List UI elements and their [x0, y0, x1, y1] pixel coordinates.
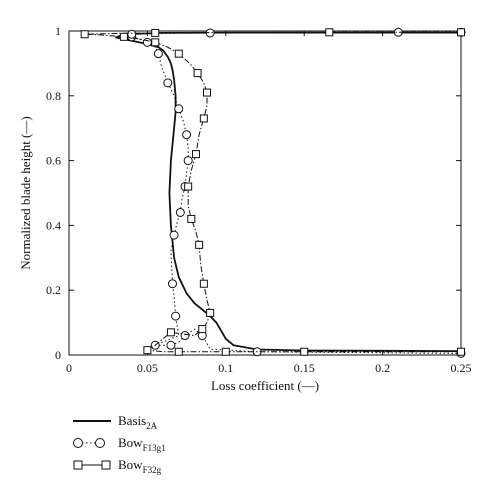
x-axis-title: Loss coefficient (—) — [211, 378, 319, 393]
data-point-square — [143, 346, 152, 355]
data-point-square — [80, 30, 89, 39]
data-point-circle — [171, 311, 181, 321]
data-point-circle — [169, 230, 179, 240]
data-point-square — [187, 214, 196, 223]
series-bow-f32g — [80, 28, 465, 356]
data-point-square — [457, 347, 465, 356]
data-point-circle — [153, 49, 163, 59]
x-tick-label: 0.2 — [375, 361, 390, 375]
data-point-circle — [174, 104, 184, 114]
y-tick-label: 0.8 — [46, 89, 61, 103]
legend-marker-square — [73, 460, 83, 470]
legend-item-bow-f32g: BowF32g — [73, 457, 162, 475]
data-point-square — [174, 49, 183, 58]
legend-marker-circle — [73, 438, 83, 448]
data-point-square — [221, 347, 230, 356]
data-point-square — [119, 32, 128, 41]
data-point-square — [325, 28, 334, 37]
y-tick-label: 0 — [55, 348, 61, 362]
data-point-square — [174, 347, 183, 356]
data-point-square — [199, 279, 208, 288]
data-point-square — [206, 308, 215, 317]
data-point-square — [199, 114, 208, 123]
data-point-circle — [127, 29, 137, 39]
plot-frame — [68, 30, 462, 356]
data-point-square — [195, 240, 204, 249]
x-tick-label: 0.05 — [137, 361, 158, 375]
series-line — [84, 31, 461, 353]
data-point-square — [151, 28, 160, 37]
data-point-circle — [163, 78, 173, 88]
data-point-circle — [183, 156, 193, 166]
x-tick-label: 0.15 — [294, 361, 315, 375]
legend-marker-square — [101, 460, 111, 470]
y-tick-label: 1 — [55, 24, 61, 38]
data-point-square — [193, 69, 202, 78]
legend-label: BowF32g — [118, 457, 162, 475]
data-point-square — [300, 347, 309, 356]
legend-label: Basis2A — [118, 413, 158, 431]
series-layer — [80, 27, 466, 358]
data-point-circle — [175, 207, 185, 217]
data-point-square — [192, 150, 201, 159]
data-point-circle — [142, 37, 152, 47]
x-tick-label: 0 — [66, 361, 72, 375]
y-tick-label: 0.6 — [46, 154, 61, 168]
data-point-square — [198, 325, 207, 334]
data-point-circle — [182, 130, 192, 140]
plot-area — [68, 30, 462, 356]
legend: Basis2A BowF13g1 BowF32g — [73, 413, 166, 475]
x-tick-label: 0.25 — [451, 361, 472, 375]
axes: 0 0.05 0.1 0.15 0.2 0.25 0 0.2 0.4 0.6 0.8 1 — [46, 24, 472, 375]
series-bow-f13g1 — [124, 27, 466, 358]
data-point-square — [457, 28, 465, 37]
data-point-square — [166, 328, 175, 337]
y-axis-title: Normalized blade height (—) — [18, 116, 33, 269]
data-point-circle — [180, 331, 190, 341]
y-tick-label: 0.2 — [46, 283, 61, 297]
y-tick-label: 0.4 — [46, 218, 61, 232]
data-point-circle — [166, 340, 176, 350]
legend-marker-circle — [95, 438, 105, 448]
series-line — [124, 31, 462, 354]
data-point-square — [202, 88, 211, 97]
legend-label: BowF13g1 — [118, 435, 166, 453]
x-tick-label: 0.1 — [218, 361, 233, 375]
legend-item-bow-f13g1: BowF13g1 — [73, 435, 166, 453]
data-point-square — [151, 38, 160, 47]
data-point-square — [184, 182, 193, 191]
legend-item-basis-2a: Basis2A — [73, 413, 158, 431]
data-point-circle — [167, 279, 177, 289]
